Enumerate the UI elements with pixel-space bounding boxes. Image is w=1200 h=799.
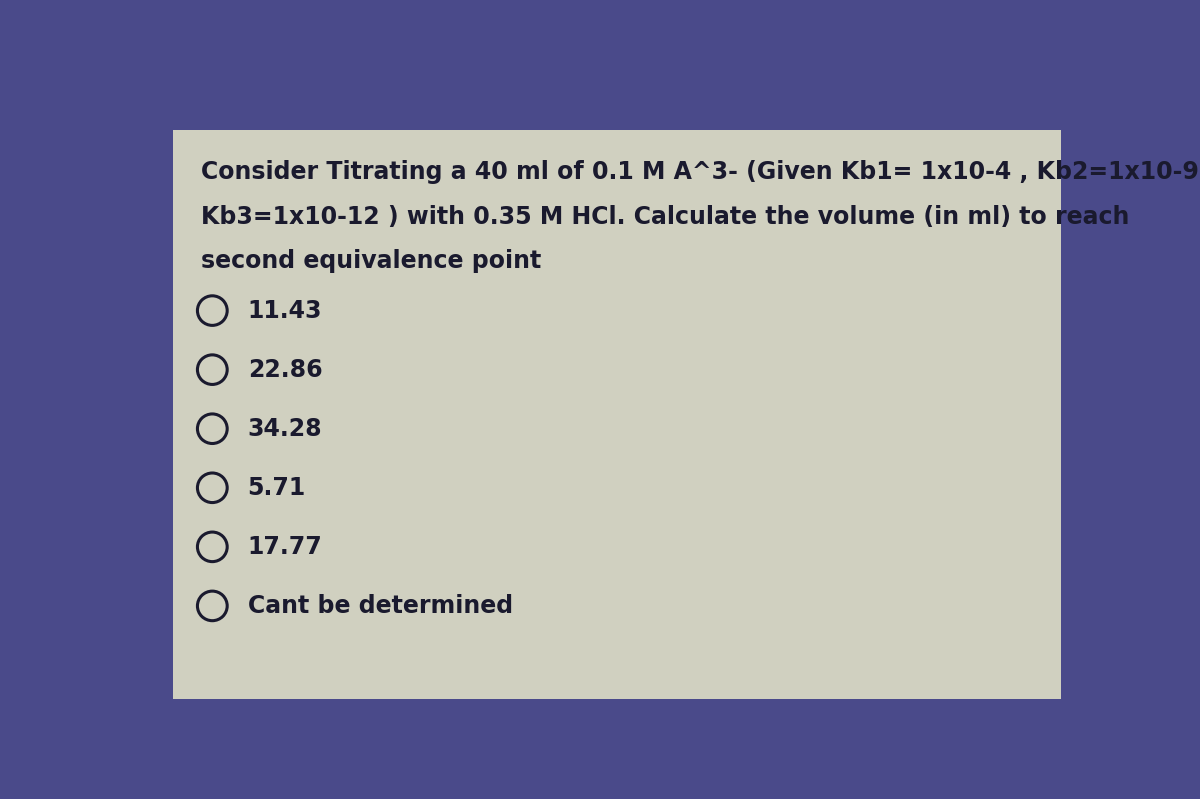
FancyBboxPatch shape <box>173 129 1062 699</box>
Text: 11.43: 11.43 <box>247 299 322 323</box>
Text: 5.71: 5.71 <box>247 475 306 500</box>
Text: Consider Titrating a 40 ml of 0.1 M A^3- (Given Kb1= 1x10-4 , Kb2=1x10-9,: Consider Titrating a 40 ml of 0.1 M A^3-… <box>202 161 1200 185</box>
Text: second equivalence point: second equivalence point <box>202 249 541 273</box>
Text: 22.86: 22.86 <box>247 358 323 382</box>
Text: Cant be determined: Cant be determined <box>247 594 512 618</box>
Text: Kb3=1x10-12 ) with 0.35 M HCl. Calculate the volume (in ml) to reach: Kb3=1x10-12 ) with 0.35 M HCl. Calculate… <box>202 205 1129 229</box>
Text: 17.77: 17.77 <box>247 535 323 559</box>
Text: 34.28: 34.28 <box>247 417 323 441</box>
